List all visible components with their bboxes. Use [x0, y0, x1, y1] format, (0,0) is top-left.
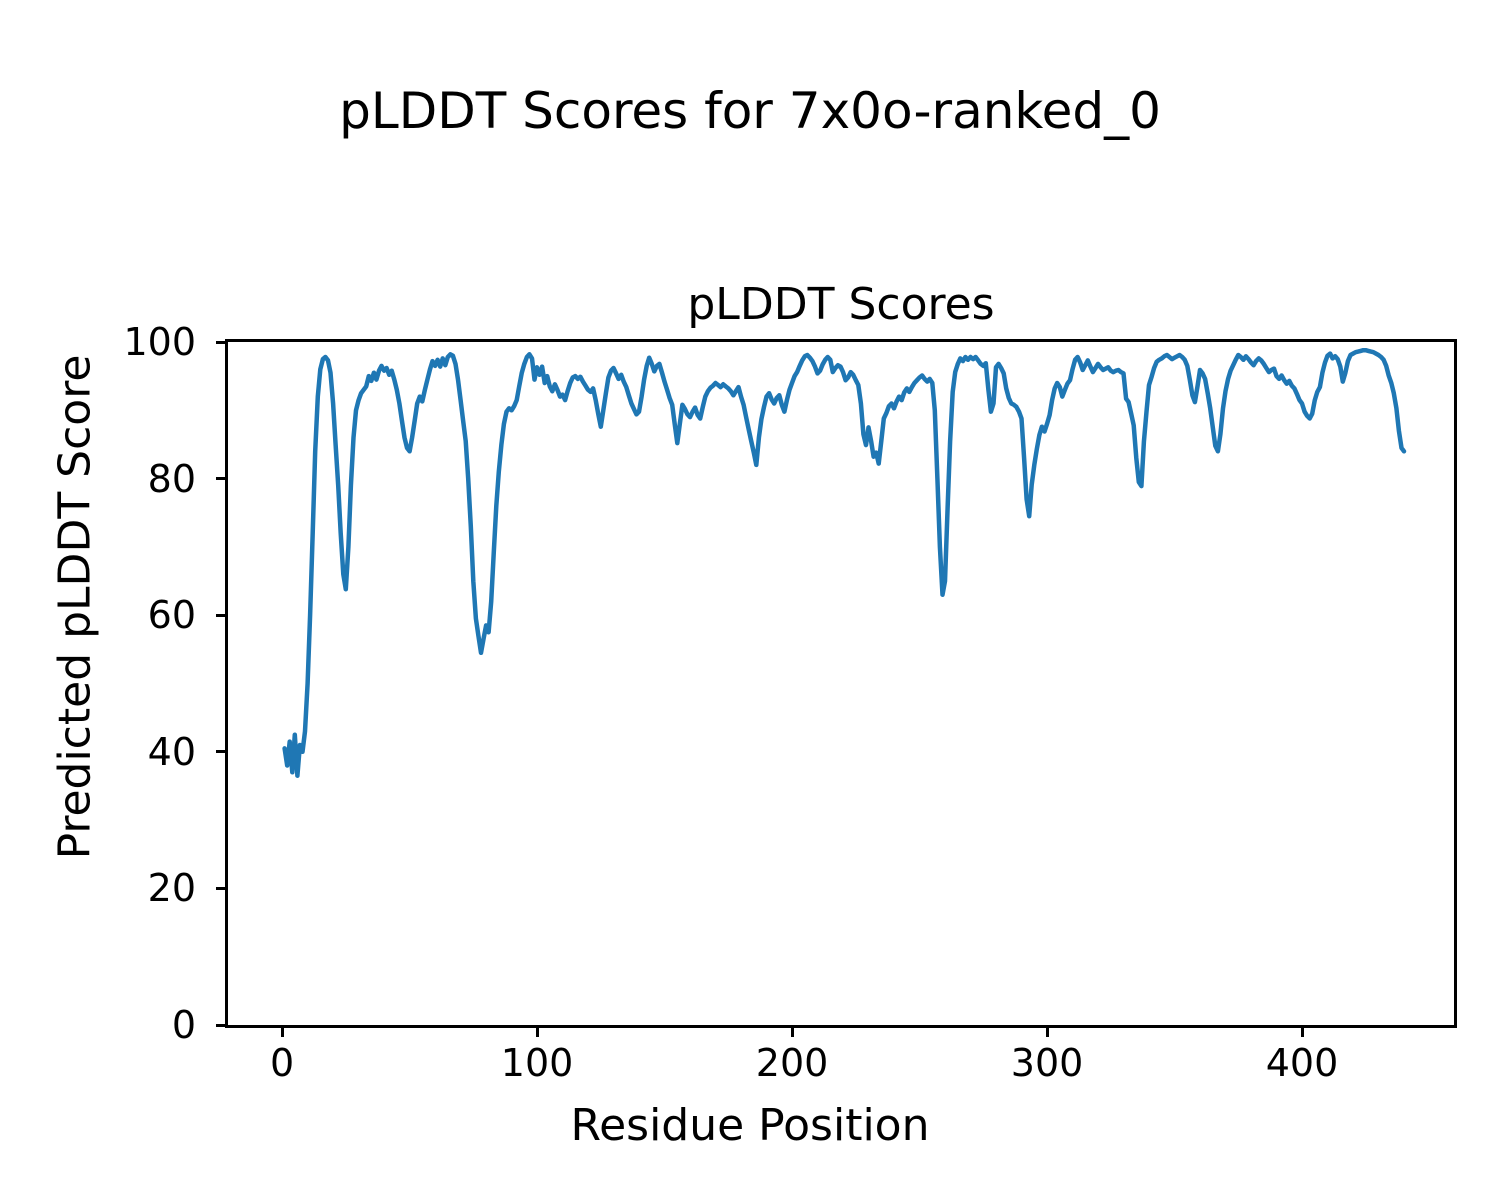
- x-tick-label: 0: [269, 1041, 295, 1085]
- x-axis-label: Residue Position: [570, 1100, 930, 1151]
- x-tick-mark: [1045, 1028, 1049, 1037]
- x-tick-mark: [790, 1028, 794, 1037]
- x-tick-label: 100: [500, 1041, 574, 1085]
- y-tick-mark: [216, 1023, 225, 1027]
- y-tick-label: 20: [147, 866, 196, 911]
- y-tick-mark: [216, 340, 225, 344]
- y-tick-mark: [216, 613, 225, 617]
- figure-title: pLDDT Scores for 7x0o-ranked_0: [339, 82, 1161, 140]
- line-plot: [282, 347, 1407, 778]
- x-tick-label: 300: [1010, 1041, 1084, 1085]
- y-tick-label: 100: [123, 320, 196, 364]
- plot-area: 0 100 200 300 400 0 20 40 60 80 100: [123, 323, 1457, 1082]
- y-tick-label: 60: [147, 593, 196, 638]
- x-tick-mark: [535, 1028, 539, 1037]
- y-tick-label: 0: [171, 1003, 196, 1047]
- y-tick-label: 80: [147, 456, 196, 501]
- y-tick-label: 40: [147, 729, 196, 774]
- y-tick-mark: [216, 477, 225, 481]
- y-tick-mark: [216, 750, 225, 754]
- axes-title: pLDDT Scores: [687, 279, 995, 330]
- x-tick-label: 400: [1265, 1041, 1339, 1085]
- y-axis-label-text: Predicted pLDDT Score: [49, 354, 101, 860]
- y-tick-mark: [216, 886, 225, 890]
- x-tick-mark: [1300, 1028, 1304, 1037]
- x-tick-mark: [280, 1028, 284, 1037]
- x-tick-label: 200: [755, 1041, 829, 1085]
- plddt-line-series: [282, 347, 1407, 778]
